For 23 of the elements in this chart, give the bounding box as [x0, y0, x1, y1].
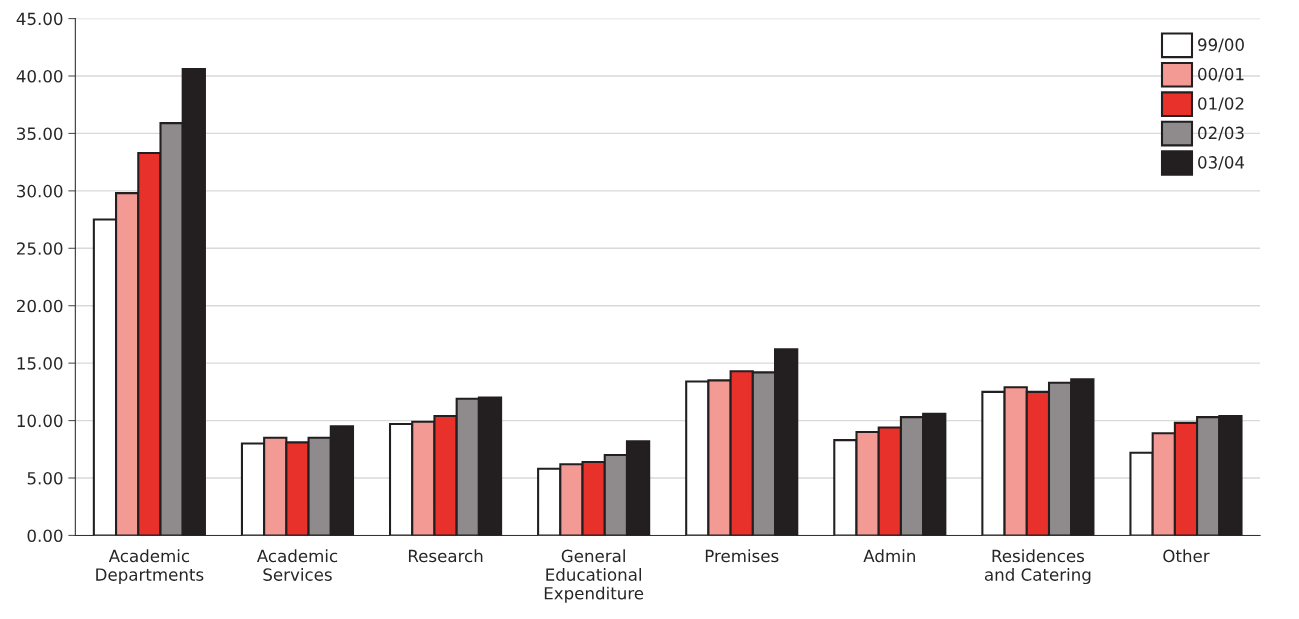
legend-label: 01/02 [1198, 97, 1244, 112]
legend-label: 02/03 [1198, 126, 1244, 141]
x-tick-label: Research [408, 549, 483, 563]
y-tick-label: 10.00 [17, 414, 63, 428]
x-tick-label: Residences and Catering [984, 549, 1091, 585]
y-tick-label: 15.00 [17, 357, 63, 370]
y-tick-label: 5.00 [27, 471, 63, 485]
legend-label: 00/01 [1198, 67, 1244, 82]
y-tick-label: 20.00 [17, 299, 63, 313]
y-tick-label: 40.00 [16, 69, 63, 83]
legend-label: 99/00 [1198, 38, 1244, 53]
x-tick-label: Academic Services [256, 549, 338, 581]
y-tick-label: 45.00 [16, 12, 63, 26]
x-tick-label: Academic Departments [96, 549, 204, 585]
legend-label: 03/04 [1198, 156, 1245, 170]
y-tick-label: 35.00 [17, 127, 63, 140]
x-tick-label: Other [1163, 549, 1210, 563]
x-tick-label: General Educational Expenditure [544, 549, 644, 603]
y-tick-label: 25.00 [17, 242, 63, 255]
y-tick-label: 0.00 [27, 529, 63, 542]
x-tick-label: Admin [863, 549, 915, 563]
y-tick-label: 30.00 [17, 184, 63, 198]
x-tick-label: Premises [705, 549, 779, 563]
